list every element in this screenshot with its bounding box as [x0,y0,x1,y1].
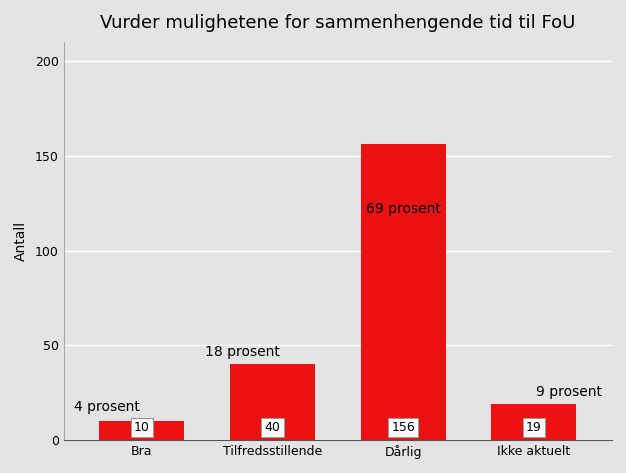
Y-axis label: Antall: Antall [14,221,28,261]
Bar [230,364,315,440]
Text: 156: 156 [391,420,415,434]
Bar [361,144,446,440]
Bar [491,404,576,440]
Text: 4 prosent: 4 prosent [74,400,140,414]
Text: 18 prosent: 18 prosent [205,345,279,359]
Text: 40: 40 [265,420,280,434]
Title: Vurder mulighetene for sammenhengende tid til FoU: Vurder mulighetene for sammenhengende ti… [100,14,575,32]
Text: 69 prosent: 69 prosent [366,202,441,216]
Text: 9 prosent: 9 prosent [536,385,602,399]
Text: 10: 10 [134,420,150,434]
Bar [100,421,185,440]
Text: 19: 19 [526,420,541,434]
